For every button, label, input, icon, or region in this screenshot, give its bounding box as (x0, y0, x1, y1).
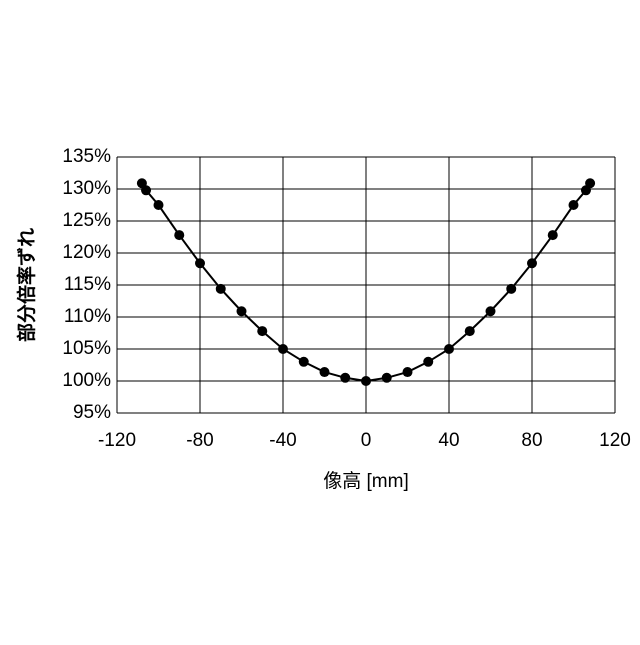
data-point (278, 344, 288, 354)
y-tick-label: 100% (62, 370, 111, 391)
y-tick-label: 130% (62, 178, 111, 199)
y-tick-label: 95% (73, 402, 111, 423)
x-tick-label: 40 (438, 430, 459, 451)
x-tick-label: -120 (98, 430, 136, 451)
x-tick-label: 120 (599, 430, 631, 451)
y-tick-label: 115% (64, 274, 111, 295)
data-point (141, 185, 151, 195)
y-tick-label: 135% (62, 146, 111, 167)
data-point (216, 284, 226, 294)
data-point (506, 284, 516, 294)
data-point (340, 373, 350, 383)
data-point (382, 373, 392, 383)
data-point (548, 230, 558, 240)
data-point (569, 200, 579, 210)
data-point (320, 367, 330, 377)
y-axis-title: 部分倍率ずれ (15, 228, 38, 342)
y-tick-label: 120% (62, 242, 111, 263)
chart: 像高 [mm] 部分倍率ずれ 95% 100% 105% 110% 115% 120% 12… (0, 0, 640, 640)
x-tick-label: 80 (521, 430, 542, 451)
x-tick-label: -40 (269, 430, 296, 451)
data-point (527, 258, 537, 268)
data-point (174, 230, 184, 240)
data-point (585, 178, 595, 188)
data-point (257, 326, 267, 336)
data-point (361, 376, 371, 386)
y-tick-label: 125% (62, 210, 111, 231)
data-point (486, 306, 496, 316)
x-tick-label: 0 (361, 430, 372, 451)
data-point (154, 200, 164, 210)
data-point (423, 357, 433, 367)
x-axis-title: 像高 [mm] (323, 470, 409, 492)
data-point (444, 344, 454, 354)
data-point (299, 357, 309, 367)
data-point (465, 326, 475, 336)
x-tick-label: -80 (186, 430, 213, 451)
data-point (195, 258, 205, 268)
data-point (403, 367, 413, 377)
data-point (237, 306, 247, 316)
y-tick-label: 110% (64, 306, 111, 327)
y-tick-label: 105% (62, 338, 111, 359)
